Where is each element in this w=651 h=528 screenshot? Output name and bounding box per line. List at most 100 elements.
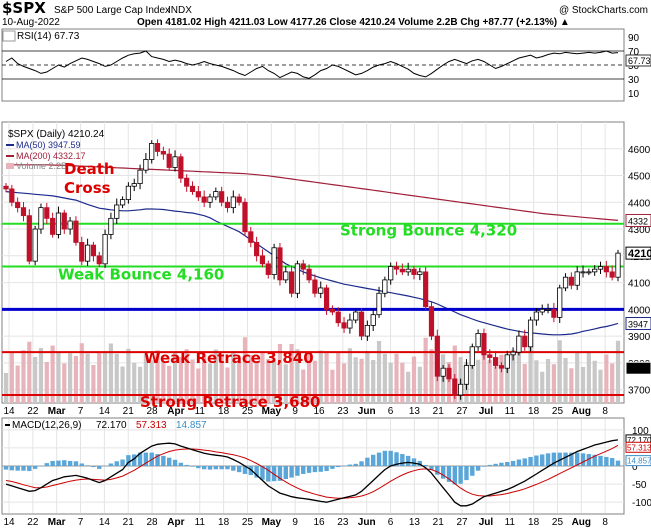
candle-body — [364, 324, 370, 337]
volume-bar — [336, 352, 341, 403]
price-y-tick: 4000 — [628, 305, 651, 316]
volume-bar — [540, 371, 545, 403]
macd-histogram-bar — [429, 466, 434, 470]
candle-body — [469, 346, 475, 366]
candle-body — [67, 220, 73, 230]
macd-histogram-bar — [423, 464, 428, 466]
candle-body — [458, 383, 464, 396]
macd-histogram-bar — [545, 453, 551, 466]
price-x-label: 23 — [337, 406, 349, 417]
macd-histogram-bar — [481, 466, 487, 467]
candle-body — [131, 183, 137, 187]
ma50-legend: MA(50) 3947.59 — [16, 140, 81, 150]
volume-bar — [196, 368, 201, 403]
macd-x-label: 23 — [337, 517, 349, 528]
macd-histogram-bar — [50, 460, 55, 466]
candle-body — [160, 151, 166, 155]
macd-y-tick: -50 — [632, 480, 647, 491]
candle-body — [545, 308, 551, 311]
macd-histogram-bar — [172, 459, 178, 466]
candle-body — [189, 185, 196, 192]
price-axis-marker-label: 4210 — [628, 248, 651, 260]
candle-body — [44, 207, 50, 219]
price-x-label: 9 — [292, 406, 298, 417]
price-axis-marker-label: 4332 — [628, 216, 648, 226]
candle-body — [323, 287, 330, 310]
rsi-last-label: 67.73 — [628, 56, 651, 66]
candle-body — [510, 351, 516, 356]
macd-histogram-bar — [493, 463, 498, 466]
price-y-tick: 4600 — [628, 145, 651, 156]
price-x-label: 14 — [3, 406, 15, 417]
macd-histogram-bar — [522, 458, 527, 466]
candle-body — [288, 271, 295, 294]
macd-x-label: 18 — [528, 517, 540, 528]
macd-histogram-bar — [306, 466, 312, 473]
macd-histogram-bar — [44, 463, 49, 466]
macd-histogram-bar — [575, 452, 580, 466]
macd-histogram-bar — [236, 466, 242, 473]
candle-body — [259, 255, 266, 265]
candle-body — [73, 220, 79, 243]
macd-histogram-bar — [336, 466, 341, 468]
volume-bar — [580, 367, 586, 403]
macd-x-label: Jun — [358, 517, 376, 528]
candle-body — [26, 215, 32, 262]
candle-body — [149, 143, 155, 160]
macd-x-label: Aug — [572, 517, 591, 528]
volume-bar — [516, 352, 522, 403]
price-x-label: 6 — [388, 406, 394, 417]
macd-histogram-bar — [440, 466, 446, 479]
volume-bar — [615, 340, 621, 403]
macd-histogram-bar — [586, 454, 592, 466]
price-x-label: 18 — [218, 406, 230, 417]
chart-exchange: INDX — [168, 5, 192, 16]
candle-body — [213, 191, 219, 198]
macd-histogram-bar — [97, 466, 102, 469]
candle-body — [388, 266, 394, 281]
candle-body — [341, 322, 347, 329]
candle-body — [411, 268, 417, 275]
candle-body — [38, 207, 44, 230]
price-x-label: Mar — [48, 406, 66, 417]
macd-histogram-bar — [219, 466, 224, 470]
candle-body — [609, 271, 615, 278]
price-x-label: 18 — [528, 406, 540, 417]
macd-y-tick: 0 — [632, 462, 638, 473]
volume-bar — [510, 349, 516, 403]
candle-body — [580, 271, 586, 274]
macd-histogram-bar — [132, 454, 137, 466]
macd-histogram-bar — [289, 466, 294, 478]
volume-bar — [592, 360, 597, 403]
macd-histogram-bar — [458, 466, 463, 484]
price-x-label: Apr — [167, 406, 184, 417]
macd-x-label: 7 — [78, 517, 84, 528]
macd-signal-line — [5, 444, 619, 499]
macd-histogram-bar — [499, 462, 504, 466]
macd-y-tick: 100 — [632, 426, 649, 437]
macd-histogram-bar — [242, 466, 248, 474]
volume-bar — [371, 360, 376, 403]
macd-histogram-bar — [411, 458, 417, 466]
price-x-label: 25 — [552, 406, 564, 417]
volume-bar — [225, 367, 230, 403]
macd-histogram-bar — [143, 452, 149, 466]
candle-body — [230, 196, 236, 209]
macd-line — [5, 439, 619, 507]
price-x-label: 21 — [123, 406, 135, 417]
volume-bar — [528, 342, 533, 403]
volume-bar — [295, 349, 300, 403]
candle-body — [463, 365, 470, 385]
volume-bar — [382, 353, 387, 403]
candle-body — [568, 276, 574, 286]
candle-body — [90, 244, 97, 257]
price-x-label: 11 — [505, 406, 516, 417]
volume-bar — [394, 353, 399, 403]
volume-bar — [312, 360, 318, 403]
macd-histogram-bar — [56, 460, 61, 466]
macd-histogram-bar — [32, 466, 38, 469]
candle-body — [376, 292, 382, 316]
macd-histogram-bar — [388, 450, 393, 466]
price-y-tick: 4300 — [628, 225, 651, 236]
ma200-legend: MA(200) 4332.17 — [16, 151, 86, 161]
